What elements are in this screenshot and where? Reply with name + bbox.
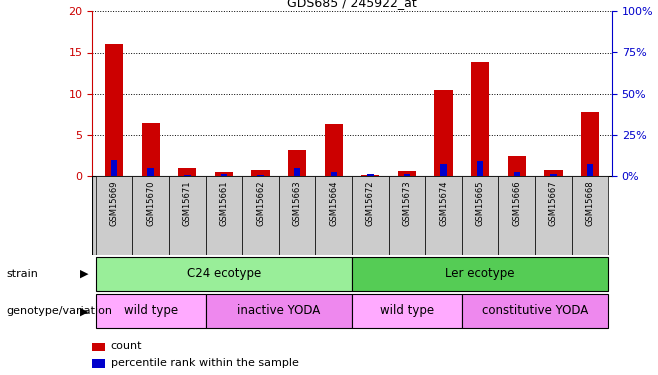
Bar <box>132 176 169 255</box>
Text: GSM15673: GSM15673 <box>403 180 411 226</box>
Bar <box>169 176 205 255</box>
Bar <box>178 168 197 176</box>
Text: wild type: wild type <box>124 304 178 317</box>
Bar <box>440 164 447 176</box>
Bar <box>499 176 535 255</box>
Bar <box>535 176 572 255</box>
Bar <box>462 294 608 328</box>
Bar <box>205 294 352 328</box>
Bar <box>147 168 154 176</box>
Text: GSM15668: GSM15668 <box>586 180 594 226</box>
Bar <box>471 62 490 176</box>
Bar <box>330 172 337 176</box>
Text: GSM15664: GSM15664 <box>329 180 338 226</box>
Bar <box>425 176 462 255</box>
Title: GDS685 / 245922_at: GDS685 / 245922_at <box>287 0 417 9</box>
Bar <box>352 257 608 291</box>
Text: C24 ecotype: C24 ecotype <box>187 267 261 279</box>
Bar <box>581 112 599 176</box>
Bar <box>507 156 526 176</box>
Bar <box>462 176 499 255</box>
Bar <box>315 176 352 255</box>
Bar <box>141 123 160 176</box>
Text: strain: strain <box>7 269 38 279</box>
Text: constitutive YODA: constitutive YODA <box>482 304 588 317</box>
Text: genotype/variation: genotype/variation <box>7 306 113 316</box>
Text: GSM15667: GSM15667 <box>549 180 558 226</box>
Bar <box>257 175 264 176</box>
Text: GSM15670: GSM15670 <box>146 180 155 226</box>
Bar <box>288 150 306 176</box>
Bar <box>389 176 425 255</box>
Bar <box>92 342 105 351</box>
Bar <box>398 171 416 176</box>
Bar <box>242 176 279 255</box>
Text: GSM15666: GSM15666 <box>513 180 521 226</box>
Bar <box>324 124 343 176</box>
Text: GSM15669: GSM15669 <box>110 180 118 226</box>
Bar <box>477 161 484 176</box>
Bar <box>205 176 242 255</box>
Bar <box>550 174 557 176</box>
Bar <box>111 160 117 176</box>
Bar <box>215 172 233 176</box>
Text: ▶: ▶ <box>80 269 89 279</box>
Text: Ler ecotype: Ler ecotype <box>445 267 515 279</box>
Bar <box>96 257 352 291</box>
Text: GSM15662: GSM15662 <box>256 180 265 226</box>
Text: GSM15661: GSM15661 <box>219 180 228 226</box>
Bar <box>513 172 520 176</box>
Bar <box>96 176 132 255</box>
Text: percentile rank within the sample: percentile rank within the sample <box>111 358 299 368</box>
Bar <box>352 294 462 328</box>
Bar <box>251 171 270 176</box>
Text: GSM15671: GSM15671 <box>183 180 191 226</box>
Bar <box>92 359 105 368</box>
Bar <box>352 176 389 255</box>
Bar <box>220 174 227 176</box>
Text: GSM15665: GSM15665 <box>476 180 485 226</box>
Text: inactive YODA: inactive YODA <box>237 304 320 317</box>
Text: ▶: ▶ <box>80 306 89 316</box>
Bar <box>294 168 300 176</box>
Bar <box>572 176 608 255</box>
Text: GSM15672: GSM15672 <box>366 180 375 226</box>
Bar <box>279 176 315 255</box>
Bar <box>434 90 453 176</box>
Text: count: count <box>111 341 142 351</box>
Bar <box>367 174 374 176</box>
Bar <box>544 170 563 176</box>
Text: GSM15674: GSM15674 <box>439 180 448 226</box>
Text: wild type: wild type <box>380 304 434 317</box>
Bar <box>105 44 123 176</box>
Bar <box>587 164 593 176</box>
Bar <box>184 175 191 176</box>
Bar <box>96 294 205 328</box>
Bar <box>404 174 410 176</box>
Text: GSM15663: GSM15663 <box>293 180 301 226</box>
